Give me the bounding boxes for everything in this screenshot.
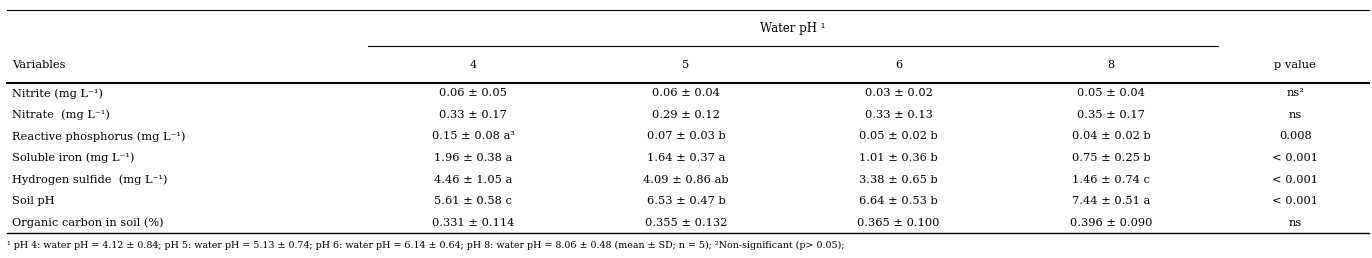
Text: Nitrite (mg L⁻¹): Nitrite (mg L⁻¹) — [12, 88, 103, 99]
Text: Organic carbon in soil (%): Organic carbon in soil (%) — [12, 217, 165, 228]
Text: 6.64 ± 0.53 b: 6.64 ± 0.53 b — [859, 196, 938, 206]
Text: 0.07 ± 0.03 b: 0.07 ± 0.03 b — [646, 132, 726, 141]
Text: Nitrate  (mg L⁻¹): Nitrate (mg L⁻¹) — [12, 110, 110, 120]
Text: 5.61 ± 0.58 c: 5.61 ± 0.58 c — [435, 196, 512, 206]
Text: 0.29 ± 0.12: 0.29 ± 0.12 — [652, 110, 720, 120]
Text: Soluble iron (mg L⁻¹): Soluble iron (mg L⁻¹) — [12, 153, 134, 163]
Text: Reactive phosphorus (mg L⁻¹): Reactive phosphorus (mg L⁻¹) — [12, 131, 185, 142]
Text: 7.44 ± 0.51 a: 7.44 ± 0.51 a — [1072, 196, 1151, 206]
Text: ¹ pH 4: water pH = 4.12 ± 0.84; pH 5: water pH = 5.13 ± 0.74; pH 6: water pH = 6: ¹ pH 4: water pH = 4.12 ± 0.84; pH 5: wa… — [7, 241, 844, 250]
Text: 6.53 ± 0.47 b: 6.53 ± 0.47 b — [646, 196, 726, 206]
Text: 1.96 ± 0.38 a: 1.96 ± 0.38 a — [434, 153, 513, 163]
Text: ns: ns — [1288, 110, 1302, 120]
Text: 0.15 ± 0.08 a³: 0.15 ± 0.08 a³ — [432, 132, 514, 141]
Text: 1.46 ± 0.74 c: 1.46 ± 0.74 c — [1073, 175, 1150, 184]
Text: 1.64 ± 0.37 a: 1.64 ± 0.37 a — [646, 153, 726, 163]
Text: 0.06 ± 0.04: 0.06 ± 0.04 — [652, 88, 720, 98]
Text: 0.35 ± 0.17: 0.35 ± 0.17 — [1077, 110, 1146, 120]
Text: ns: ns — [1288, 218, 1302, 228]
Text: 0.008: 0.008 — [1279, 132, 1312, 141]
Text: < 0.001: < 0.001 — [1272, 196, 1318, 206]
Text: 3.38 ± 0.65 b: 3.38 ± 0.65 b — [859, 175, 938, 184]
Text: 0.06 ± 0.05: 0.06 ± 0.05 — [439, 88, 508, 98]
Text: 0.355 ± 0.132: 0.355 ± 0.132 — [645, 218, 727, 228]
Text: 0.05 ± 0.04: 0.05 ± 0.04 — [1077, 88, 1146, 98]
Text: 0.33 ± 0.13: 0.33 ± 0.13 — [864, 110, 933, 120]
Text: 4.09 ± 0.86 ab: 4.09 ± 0.86 ab — [643, 175, 729, 184]
Text: Water pH ¹: Water pH ¹ — [760, 22, 826, 35]
Text: 1.01 ± 0.36 b: 1.01 ± 0.36 b — [859, 153, 938, 163]
Text: 0.331 ± 0.114: 0.331 ± 0.114 — [432, 218, 514, 228]
Text: 0.33 ± 0.17: 0.33 ± 0.17 — [439, 110, 508, 120]
Text: < 0.001: < 0.001 — [1272, 175, 1318, 184]
Text: 8: 8 — [1107, 60, 1115, 69]
Text: Variables: Variables — [12, 60, 66, 69]
Text: 6: 6 — [895, 60, 903, 69]
Text: Hydrogen sulfide  (mg L⁻¹): Hydrogen sulfide (mg L⁻¹) — [12, 174, 167, 185]
Text: 4: 4 — [469, 60, 477, 69]
Text: 0.75 ± 0.25 b: 0.75 ± 0.25 b — [1072, 153, 1151, 163]
Text: < 0.001: < 0.001 — [1272, 153, 1318, 163]
Text: 0.04 ± 0.02 b: 0.04 ± 0.02 b — [1072, 132, 1151, 141]
Text: 0.05 ± 0.02 b: 0.05 ± 0.02 b — [859, 132, 938, 141]
Text: Soil pH: Soil pH — [12, 196, 55, 206]
Text: 0.396 ± 0.090: 0.396 ± 0.090 — [1070, 218, 1152, 228]
Text: 0.365 ± 0.100: 0.365 ± 0.100 — [858, 218, 940, 228]
Text: ns²: ns² — [1286, 88, 1305, 98]
Text: 0.03 ± 0.02: 0.03 ± 0.02 — [864, 88, 933, 98]
Text: 5: 5 — [682, 60, 690, 69]
Text: p value: p value — [1275, 60, 1316, 69]
Text: 4.46 ± 1.05 a: 4.46 ± 1.05 a — [434, 175, 513, 184]
